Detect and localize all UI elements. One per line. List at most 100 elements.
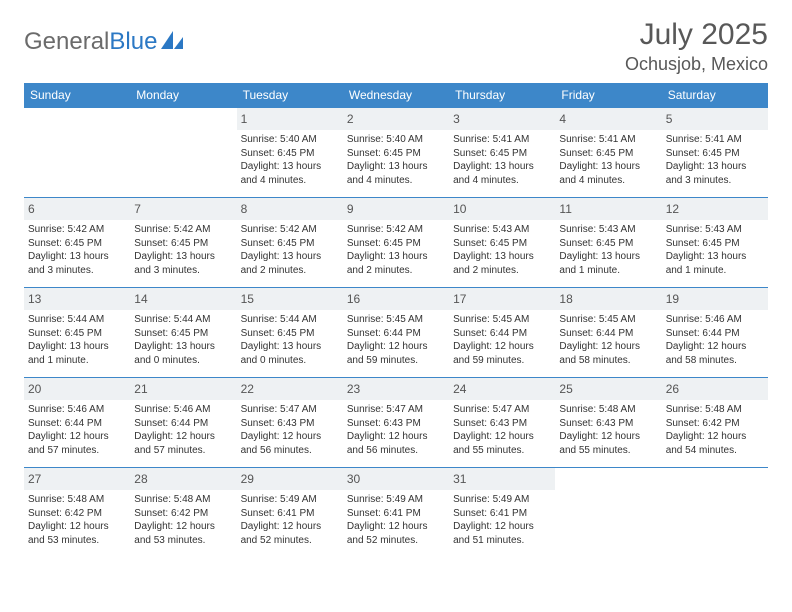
sunset-line: Sunset: 6:45 PM (134, 327, 232, 341)
daylight-line: Daylight: 12 hours (347, 430, 445, 444)
calendar-cell: 20Sunrise: 5:46 AMSunset: 6:44 PMDayligh… (24, 378, 130, 468)
sunset-line: Sunset: 6:44 PM (559, 327, 657, 341)
sunrise-line: Sunrise: 5:48 AM (28, 493, 126, 507)
daylight-line: and 0 minutes. (134, 354, 232, 368)
day-number: 20 (28, 382, 41, 396)
cell-details: Sunrise: 5:48 AMSunset: 6:42 PMDaylight:… (134, 493, 232, 547)
cell-details: Sunrise: 5:43 AMSunset: 6:45 PMDaylight:… (453, 223, 551, 277)
day-number-bar: 28 (130, 468, 236, 490)
sunset-line: Sunset: 6:42 PM (28, 507, 126, 521)
daylight-line: and 58 minutes. (559, 354, 657, 368)
daylight-line: Daylight: 12 hours (241, 430, 339, 444)
cell-details: Sunrise: 5:41 AMSunset: 6:45 PMDaylight:… (453, 133, 551, 187)
cell-details: Sunrise: 5:48 AMSunset: 6:42 PMDaylight:… (666, 403, 764, 457)
cell-details: Sunrise: 5:40 AMSunset: 6:45 PMDaylight:… (347, 133, 445, 187)
weekday-header: Monday (130, 83, 236, 108)
calendar-cell: 3 Sunrise: 5:41 AMSunset: 6:45 PMDaylight… (449, 108, 555, 198)
day-number: 14 (134, 292, 147, 306)
daylight-line: and 56 minutes. (241, 444, 339, 458)
day-number-bar: 26 (662, 378, 768, 400)
cell-details: Sunrise: 5:46 AMSunset: 6:44 PMDaylight:… (134, 403, 232, 457)
sunset-line: Sunset: 6:45 PM (241, 327, 339, 341)
daylight-line: Daylight: 12 hours (559, 340, 657, 354)
day-number-bar: 31 (449, 468, 555, 490)
calendar-cell: 10 Sunrise: 5:43 AMSunset: 6:45 PMDayligh… (449, 198, 555, 288)
calendar-week-row: 20 Sunrise: 5:46 AMSunset: 6:44 PMDayligh… (24, 378, 768, 468)
sunrise-line: Sunrise: 5:44 AM (134, 313, 232, 327)
daylight-line: Daylight: 12 hours (347, 340, 445, 354)
day-number: 30 (347, 472, 360, 486)
sunrise-line: Sunrise: 5:48 AM (134, 493, 232, 507)
cell-details: Sunrise: 5:42 AMSunset: 6:45 PMDaylight:… (28, 223, 126, 277)
calendar-cell: 31Sunrise: 5:49 AMSunset: 6:41 PMDayligh… (449, 468, 555, 558)
sunrise-line: Sunrise: 5:46 AM (666, 313, 764, 327)
sunset-line: Sunset: 6:45 PM (347, 237, 445, 251)
calendar-week-row: 1Sunrise: 5:40 AMSunset: 6:45 PMDaylight… (24, 108, 768, 198)
daylight-line: Daylight: 12 hours (134, 430, 232, 444)
daylight-line: and 3 minutes. (666, 174, 764, 188)
day-number: 24 (453, 382, 466, 396)
weekday-header: Sunday (24, 83, 130, 108)
day-number-bar: 3 (449, 108, 555, 130)
cell-details: Sunrise: 5:40 AMSunset: 6:45 PMDaylight:… (241, 133, 339, 187)
day-number: 25 (559, 382, 572, 396)
daylight-line: Daylight: 13 hours (453, 160, 551, 174)
daylight-line: and 57 minutes. (28, 444, 126, 458)
calendar-week-row: 6Sunrise: 5:42 AMSunset: 6:45 PMDaylight… (24, 198, 768, 288)
calendar-cell: 5Sunrise: 5:41 AMSunset: 6:45 PMDaylight… (662, 108, 768, 198)
day-number: 31 (453, 472, 466, 486)
sunrise-line: Sunrise: 5:49 AM (453, 493, 551, 507)
calendar-cell: 27Sunrise: 5:48 AMSunset: 6:42 PMDayligh… (24, 468, 130, 558)
daylight-line: and 57 minutes. (134, 444, 232, 458)
sunset-line: Sunset: 6:44 PM (453, 327, 551, 341)
sunrise-line: Sunrise: 5:43 AM (453, 223, 551, 237)
calendar-cell: 25Sunrise: 5:48 AMSunset: 6:43 PMDayligh… (555, 378, 661, 468)
sunset-line: Sunset: 6:41 PM (347, 507, 445, 521)
day-number-bar: 30 (343, 468, 449, 490)
sunset-line: Sunset: 6:44 PM (666, 327, 764, 341)
daylight-line: Daylight: 12 hours (347, 520, 445, 534)
daylight-line: and 2 minutes. (453, 264, 551, 278)
daylight-line: Daylight: 12 hours (28, 430, 126, 444)
sunset-line: Sunset: 6:45 PM (559, 237, 657, 251)
cell-details: Sunrise: 5:49 AMSunset: 6:41 PMDaylight:… (347, 493, 445, 547)
sunrise-line: Sunrise: 5:48 AM (559, 403, 657, 417)
day-number: 3 (453, 112, 460, 126)
day-number-bar: 7 (130, 198, 236, 220)
logo-text-gray: General (24, 28, 109, 55)
day-number: 12 (666, 202, 679, 216)
calendar-cell: 29 Sunrise: 5:49 AMSunset: 6:41 PMDayligh… (237, 468, 343, 558)
sunset-line: Sunset: 6:44 PM (347, 327, 445, 341)
calendar-cell: 12 Sunrise: 5:43 AMSunset: 6:45 PMDayligh… (662, 198, 768, 288)
sunrise-line: Sunrise: 5:42 AM (347, 223, 445, 237)
sunrise-line: Sunrise: 5:46 AM (28, 403, 126, 417)
day-number: 17 (453, 292, 466, 306)
daylight-line: and 58 minutes. (666, 354, 764, 368)
daylight-line: Daylight: 13 hours (453, 250, 551, 264)
daylight-line: and 1 minute. (559, 264, 657, 278)
calendar-body: 1Sunrise: 5:40 AMSunset: 6:45 PMDaylight… (24, 108, 768, 558)
daylight-line: Daylight: 13 hours (666, 250, 764, 264)
cell-details: Sunrise: 5:43 AMSunset: 6:45 PMDaylight:… (666, 223, 764, 277)
sunrise-line: Sunrise: 5:42 AM (134, 223, 232, 237)
weekday-header: Friday (555, 83, 661, 108)
daylight-line: Daylight: 12 hours (241, 520, 339, 534)
day-number-bar: 25 (555, 378, 661, 400)
sunrise-line: Sunrise: 5:48 AM (666, 403, 764, 417)
daylight-line: Daylight: 13 hours (241, 250, 339, 264)
sunrise-line: Sunrise: 5:43 AM (559, 223, 657, 237)
daylight-line: and 59 minutes. (347, 354, 445, 368)
cell-details: Sunrise: 5:49 AMSunset: 6:41 PMDaylight:… (241, 493, 339, 547)
logo-text: GeneralBlue (24, 28, 157, 56)
calendar-cell (24, 108, 130, 198)
daylight-line: Daylight: 13 hours (559, 250, 657, 264)
day-number: 22 (241, 382, 254, 396)
day-number-bar: 29 (237, 468, 343, 490)
day-number-bar: 14 (130, 288, 236, 310)
day-number: 10 (453, 202, 466, 216)
logo: GeneralBlue (24, 18, 185, 56)
calendar-cell (130, 108, 236, 198)
daylight-line: and 53 minutes. (28, 534, 126, 548)
sunrise-line: Sunrise: 5:43 AM (666, 223, 764, 237)
daylight-line: and 3 minutes. (134, 264, 232, 278)
